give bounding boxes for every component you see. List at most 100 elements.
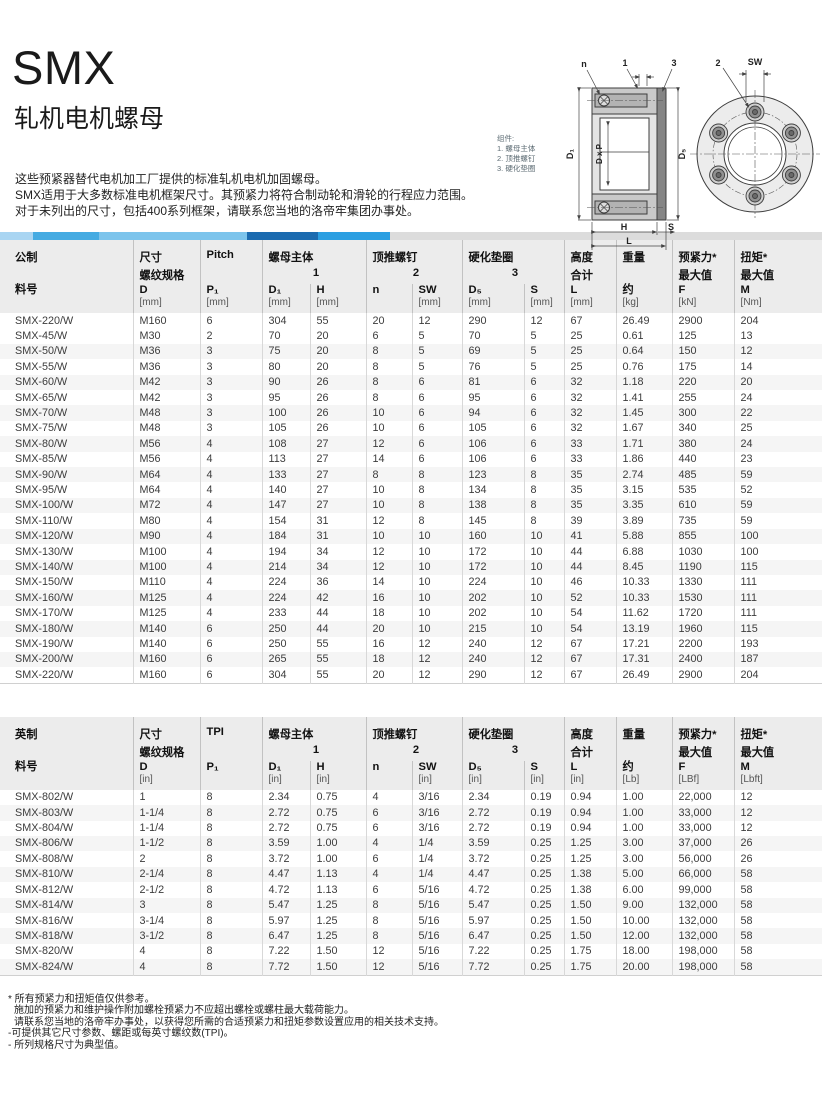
- col-part-no: 料号: [15, 760, 38, 773]
- table-cell: 36: [309, 574, 367, 591]
- table-cell: 1.86: [615, 451, 673, 468]
- table-cell: 1720: [671, 605, 735, 622]
- table-cell: 255: [671, 390, 735, 406]
- table-cell: 27: [309, 482, 367, 498]
- table-cell: 35: [563, 482, 617, 498]
- table-cell: 8: [523, 497, 565, 514]
- table-row: SMX-180/W M140 6 250 44 20 10 215 10 54 13.19 1960 1…: [0, 621, 823, 637]
- table-cell: 1.13: [309, 882, 367, 898]
- table-cell: SMX-80/W: [15, 437, 68, 450]
- table-cell: 6: [365, 820, 413, 836]
- table-row: SMX-75/W M48 3 105 26 10 6 105 6 32 1.67 340 25: [0, 420, 823, 437]
- table-cell: 198,000: [671, 943, 735, 960]
- table-cell: M64: [132, 467, 200, 483]
- table-cell: 2.72: [261, 820, 310, 836]
- table-cell: SMX-170/W: [15, 607, 74, 620]
- table-cell: 32: [563, 390, 617, 406]
- table-cell: 4.72: [261, 882, 310, 898]
- table-cell: 224: [461, 574, 525, 591]
- table-cell: 10: [365, 482, 413, 498]
- table-row: SMX-802/W 1 8 2.34 0.75 4 3/16 2.34 0.19 0.94 1.00…: [0, 789, 823, 806]
- table-cell: 0.25: [523, 959, 565, 976]
- table-cell: 8: [523, 513, 565, 529]
- table-cell: 3.89: [615, 513, 673, 529]
- table-cell: 25: [733, 420, 823, 437]
- table-cell: SMX-95/W: [15, 483, 68, 496]
- label-3: 3: [671, 58, 676, 68]
- table-cell: 0.25: [523, 866, 565, 883]
- table-cell: 240: [461, 636, 525, 652]
- table-row: SMX-110/W M80 4 154 31 12 8 145 8 39 3.89 735 59: [0, 513, 823, 529]
- table-row: SMX-803/W 1-1/4 8 2.72 0.75 6 3/16 2.72 0.19 0.94…: [0, 805, 823, 821]
- table-cell: 5.88: [615, 528, 673, 545]
- label-d1: D₁: [565, 149, 575, 159]
- table-cell: 10: [365, 497, 413, 514]
- table-cell: 1.50: [563, 928, 617, 944]
- table-cell: 160: [461, 528, 525, 545]
- table-cell: 6: [523, 451, 565, 468]
- table-cell: 8: [199, 789, 262, 806]
- table-cell: 132,000: [671, 928, 735, 944]
- table-cell: 32: [563, 374, 617, 391]
- table-unit-system: 英制: [15, 728, 38, 741]
- table-cell: 99,000: [671, 882, 735, 898]
- table-cell: 4: [132, 943, 200, 960]
- table-cell: 1.50: [309, 959, 367, 976]
- table-cell: 6: [411, 436, 463, 452]
- table-cell: M72: [132, 497, 200, 514]
- col-h: H: [316, 760, 325, 773]
- ref-3: 3: [461, 267, 565, 284]
- table-cell: 265: [261, 651, 310, 668]
- table-cell: 33: [563, 451, 617, 468]
- table-cell: 215: [461, 621, 525, 637]
- table-cell: SMX-140/W: [15, 561, 74, 573]
- table-cell: 20: [733, 374, 823, 391]
- table-cell: 10: [411, 590, 463, 606]
- table-cell: 0.75: [309, 789, 367, 806]
- table-cell: 3: [132, 897, 200, 913]
- table-cell: 12: [523, 651, 565, 668]
- table-cell: 8: [199, 928, 262, 944]
- table-cell: 6: [523, 405, 565, 421]
- table-cell: 4: [199, 528, 262, 545]
- table-cell: 3.59: [261, 835, 310, 852]
- label-sw: SW: [748, 57, 763, 67]
- table-cell: 1.50: [563, 913, 617, 929]
- table-cell: 3.35: [615, 497, 673, 514]
- table-cell: 3.00: [615, 835, 673, 852]
- table-cell: 7.72: [261, 959, 310, 976]
- table-cell: 3.59: [461, 835, 525, 852]
- table-cell: 1.00: [615, 805, 673, 821]
- table-cell: 11.62: [615, 605, 673, 622]
- table-cell: SMX-803/W: [15, 806, 74, 819]
- table-cell: SMX-818/W: [15, 929, 74, 942]
- table-cell: 5.97: [461, 913, 525, 929]
- table-cell: 2-1/2: [132, 882, 200, 898]
- table-cell: SMX-180/W: [15, 622, 74, 635]
- table-cell: 59: [733, 497, 823, 514]
- table-cell: 3: [199, 343, 262, 360]
- table-cell: 26: [309, 420, 367, 437]
- table-cell: 58: [733, 959, 823, 976]
- table-cell: 20.00: [615, 959, 673, 976]
- table-row: SMX-804/W 1-1/4 8 2.72 0.75 6 3/16 2.72 0.19 0.94…: [0, 820, 823, 836]
- table-cell: 1.45: [615, 405, 673, 421]
- table-cell: 23: [733, 451, 823, 468]
- table-cell: 18: [365, 651, 413, 668]
- table-cell: 6: [523, 390, 565, 406]
- table-cell: 125: [671, 328, 735, 344]
- table-cell: 56,000: [671, 851, 735, 867]
- table-cell: 1530: [671, 590, 735, 606]
- table-cell: 1.71: [615, 436, 673, 452]
- section-dim-labels: n 1 3 D₁ D x P D₅ H S L: [565, 58, 687, 246]
- col-s: S: [530, 284, 538, 296]
- table-row: SMX-810/W 2-1/4 8 4.47 1.13 4 1/4 4.47 0.25 1.38 5…: [0, 866, 823, 883]
- table-cell: M160: [132, 651, 200, 668]
- table-cell: SMX-802/W: [15, 791, 74, 804]
- table-cell: 1/4: [411, 851, 463, 867]
- table-cell: 2: [132, 851, 200, 867]
- table-cell: 3-1/2: [132, 928, 200, 944]
- table-cell: 13: [733, 328, 823, 344]
- table-cell: M56: [132, 451, 200, 468]
- table-cell: 1.13: [309, 866, 367, 883]
